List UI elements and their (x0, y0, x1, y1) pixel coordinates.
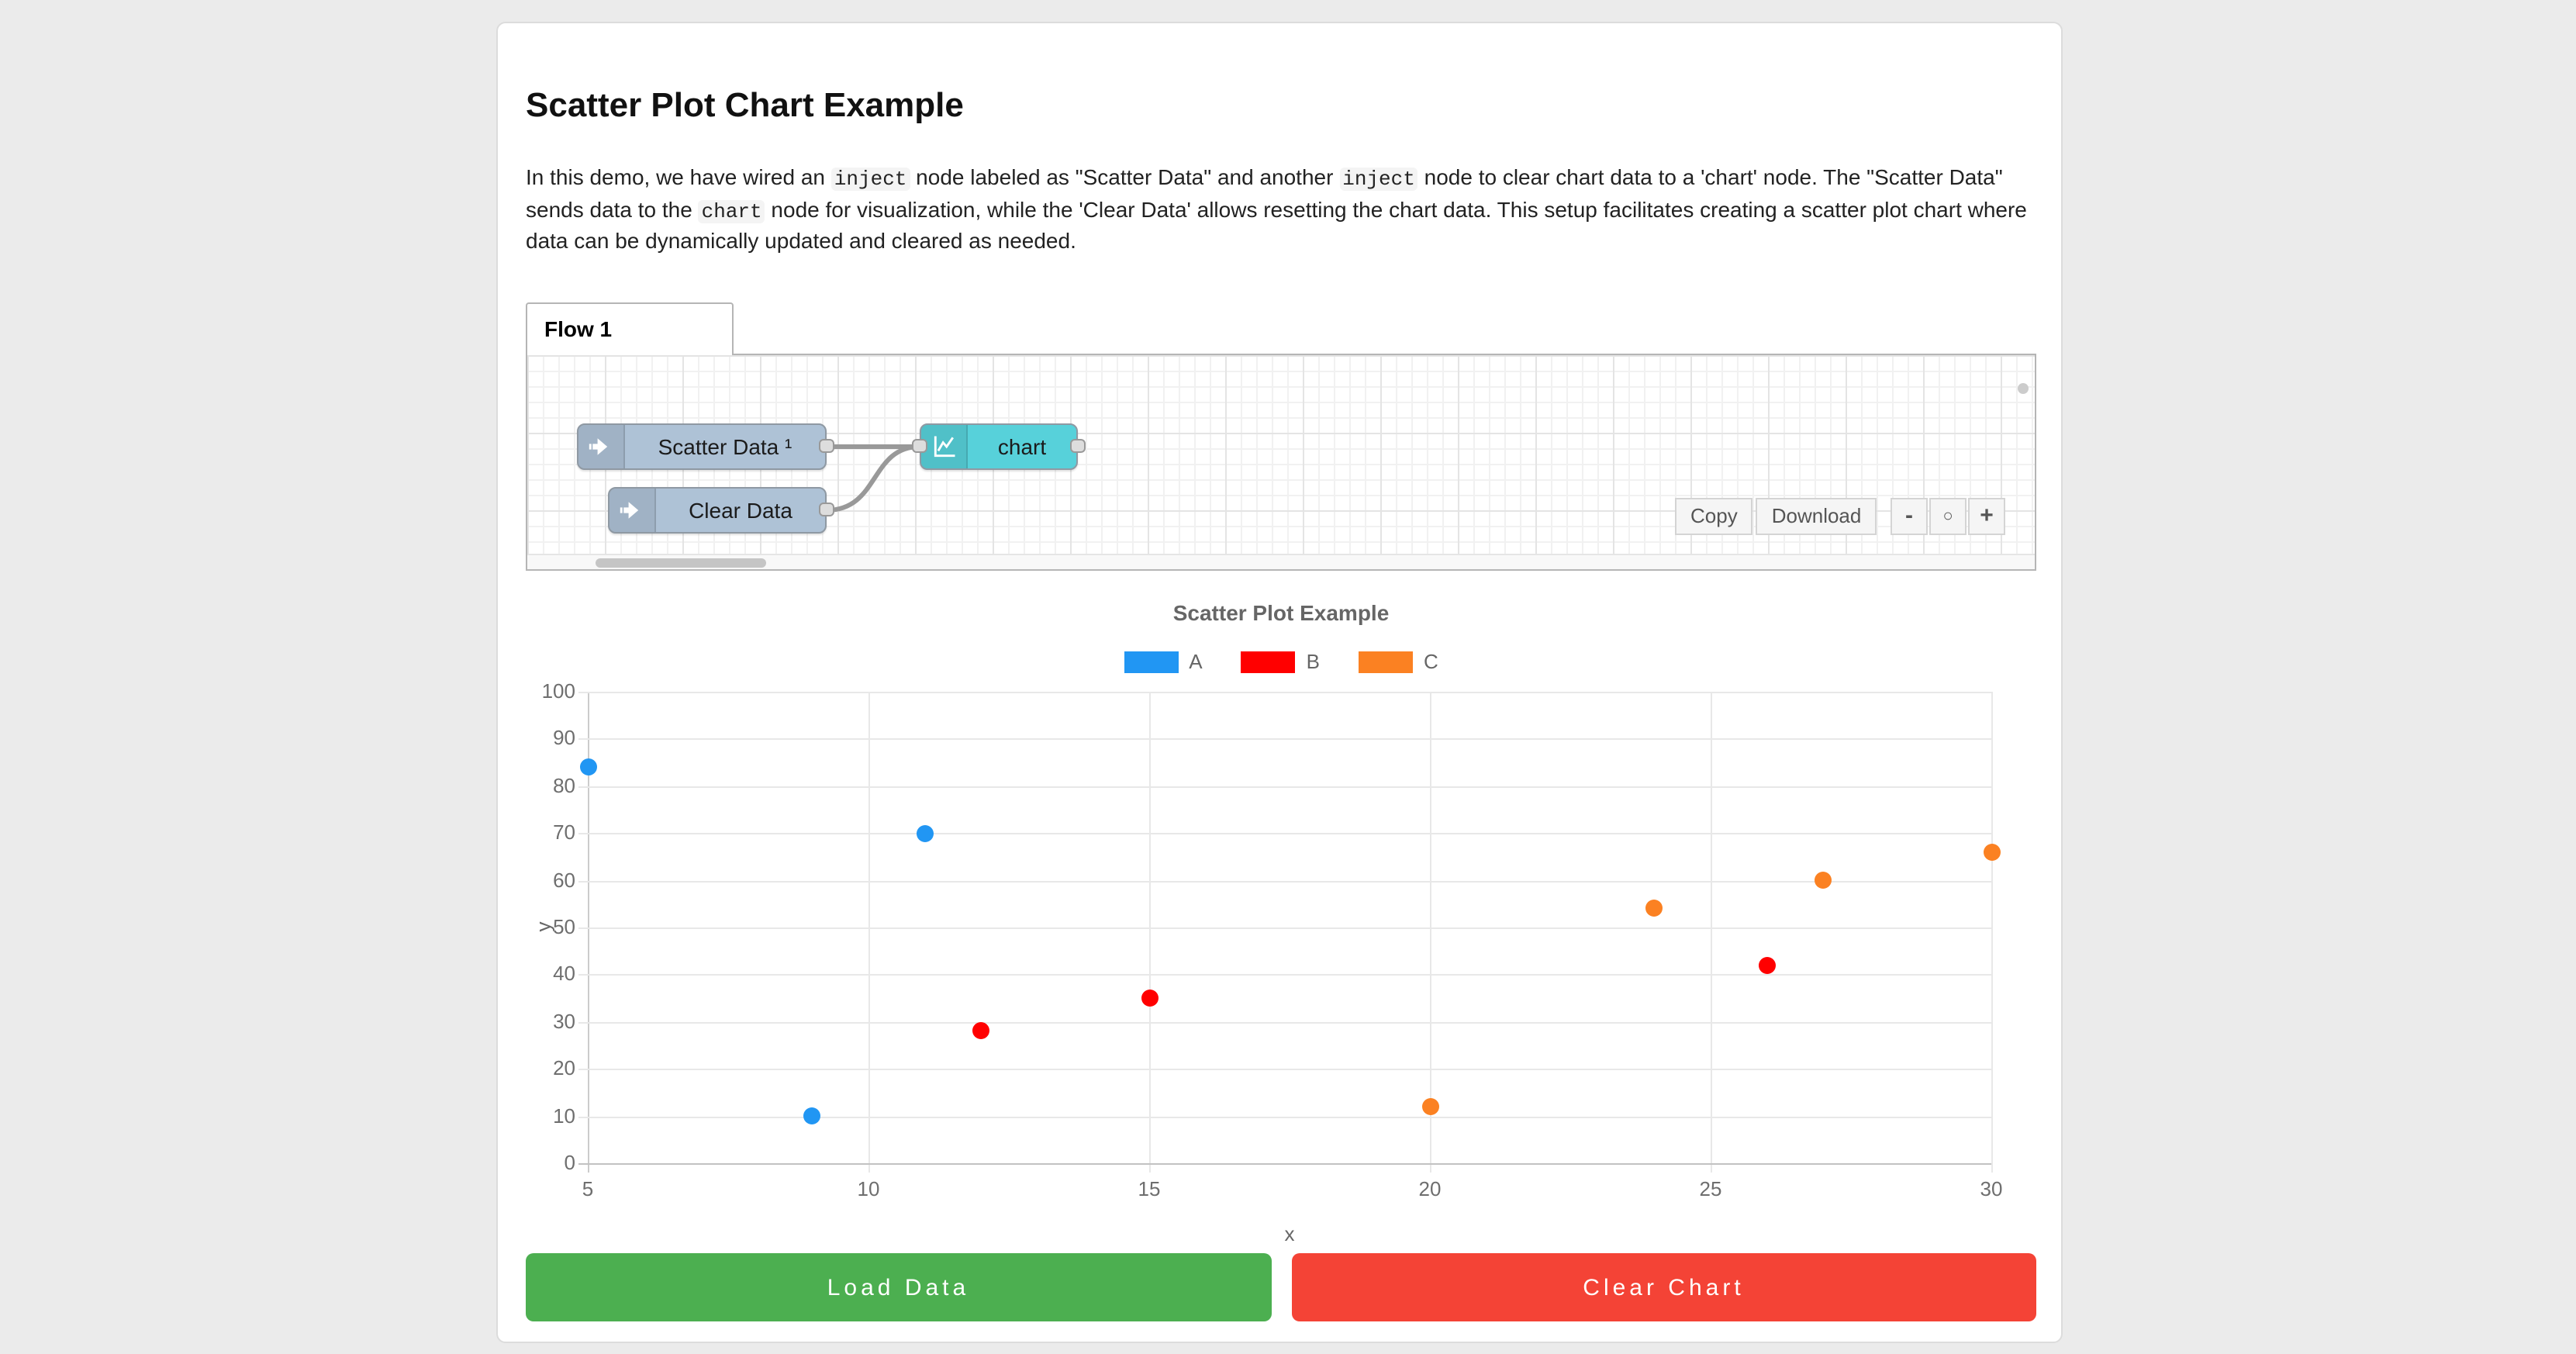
zoom-out-button[interactable]: - (1891, 498, 1928, 535)
x-tick-label: 25 (1699, 1177, 1722, 1200)
port-scatter-data-output[interactable] (819, 439, 834, 453)
flow-canvas[interactable]: Scatter Data ¹ Clear Data (526, 354, 2036, 571)
grid-line-x (868, 692, 870, 1173)
inject-arrow-icon (578, 425, 625, 468)
grid-line-y (578, 927, 1991, 929)
legend-label: B (1306, 650, 1320, 673)
grid-line-y (578, 1022, 1991, 1024)
y-tick-label: 70 (553, 820, 575, 844)
y-tick-label: 60 (553, 869, 575, 892)
grid-line-y (578, 738, 1991, 740)
wire-clear-to-chart (824, 444, 922, 513)
intro-paragraph: In this demo, we have wired an inject no… (526, 164, 2027, 253)
flow-node-inject-scatter-data[interactable]: Scatter Data ¹ (577, 423, 827, 470)
x-tick-label: 10 (857, 1177, 880, 1200)
y-tick-label: 30 (553, 1010, 575, 1033)
legend-item-C[interactable]: C (1358, 650, 1438, 673)
node-label: chart (997, 434, 1047, 459)
grid-line-x (588, 692, 589, 1173)
node-label: Clear Data (689, 498, 792, 523)
data-point-C (1421, 1098, 1438, 1116)
inline-code: inject (830, 168, 910, 191)
y-tick-label: 90 (553, 726, 575, 749)
grid-line-y (578, 1117, 1991, 1118)
y-tick-label: 100 (541, 679, 575, 703)
horizontal-scrollbar-track (527, 554, 2035, 569)
flow-tab-label: Flow 1 (544, 316, 613, 341)
horizontal-scroll-thumb[interactable] (596, 558, 766, 568)
content-card: Scatter Plot Chart Example In this demo,… (496, 22, 2063, 1343)
data-point-A (916, 824, 934, 842)
data-point-B (1758, 956, 1776, 974)
scatter-chart: Scatter Plot Example A B C 5 10 15 20 25 30 0 10 2… (526, 582, 2036, 1249)
legend-swatch (1241, 651, 1296, 672)
x-tick-label: 20 (1418, 1177, 1442, 1200)
chart-plot-area: 5 10 15 20 25 30 0 10 20 30 40 50 60 70 80 90 100 (542, 679, 2003, 1200)
x-tick-label: 5 (582, 1177, 594, 1200)
grid-line-y (578, 833, 1991, 834)
grid-line-y (578, 881, 1991, 883)
node-label: Scatter Data ¹ (658, 434, 792, 459)
chart-legend: A B C (526, 650, 2036, 673)
zoom-in-button[interactable]: + (1968, 498, 2005, 535)
y-tick-label: 20 (553, 1056, 575, 1079)
y-axis-label: y (531, 921, 555, 932)
chart-line-icon (921, 425, 968, 468)
legend-item-A[interactable]: A (1124, 650, 1203, 673)
legend-label: A (1189, 650, 1203, 673)
data-point-C (1645, 900, 1663, 917)
legend-swatch (1124, 651, 1179, 672)
grid-line-y (578, 692, 1991, 693)
grid-line-x (1149, 692, 1151, 1173)
port-chart-input[interactable] (912, 439, 927, 453)
y-tick-label: 10 (553, 1104, 575, 1128)
y-tick-label: 0 (564, 1151, 575, 1174)
port-chart-output[interactable] (1070, 439, 1086, 453)
flow-wires (824, 444, 922, 513)
zoom-reset-button[interactable]: ○ (1929, 498, 1967, 535)
y-tick-label: 40 (553, 962, 575, 985)
flow-node-inject-clear-data[interactable]: Clear Data (608, 487, 827, 534)
inline-code: inject (1339, 168, 1418, 191)
x-axis-label: x (1284, 1222, 1295, 1245)
grid-line-y (578, 974, 1991, 976)
action-buttons-row: Load Data Clear Chart (526, 1253, 2036, 1321)
grid-line-y (578, 1069, 1991, 1070)
grid-line-x (1711, 692, 1712, 1173)
grid-line-x (1430, 692, 1431, 1173)
data-point-A (579, 758, 596, 776)
canvas-zoom-toolbar: - ○ + (1891, 498, 2005, 535)
canvas-export-toolbar: Copy Download (1675, 498, 1877, 535)
data-point-B (1141, 990, 1158, 1007)
grid-line-y (578, 786, 1991, 788)
data-point-C (1983, 843, 2000, 861)
flow-tab[interactable]: Flow 1 (526, 302, 734, 355)
flow-node-chart[interactable]: chart (920, 423, 1078, 470)
port-clear-data-output[interactable] (819, 503, 834, 516)
copy-button[interactable]: Copy (1675, 498, 1753, 535)
data-point-A (803, 1107, 821, 1125)
grid-line-x (1991, 692, 1993, 1173)
chart-title: Scatter Plot Example (1172, 600, 1390, 625)
legend-label: C (1423, 650, 1438, 673)
inline-code: chart (698, 199, 765, 223)
load-data-button[interactable]: Load Data (526, 1253, 1271, 1321)
download-button[interactable]: Download (1756, 498, 1877, 535)
data-point-B (972, 1022, 989, 1040)
y-tick-label: 80 (553, 774, 575, 797)
vertical-scroll-thumb[interactable] (2018, 383, 2029, 394)
x-tick-label: 15 (1138, 1177, 1161, 1200)
page-title: Scatter Plot Chart Example (526, 85, 964, 124)
x-tick-label: 30 (1980, 1177, 2003, 1200)
data-point-C (1814, 872, 1832, 889)
grid-line-y (578, 1163, 1991, 1165)
legend-swatch (1358, 651, 1413, 672)
legend-item-B[interactable]: B (1241, 650, 1320, 673)
inject-arrow-icon (609, 489, 656, 532)
clear-chart-button[interactable]: Clear Chart (1291, 1253, 2036, 1321)
y-tick-label: 50 (553, 915, 575, 938)
